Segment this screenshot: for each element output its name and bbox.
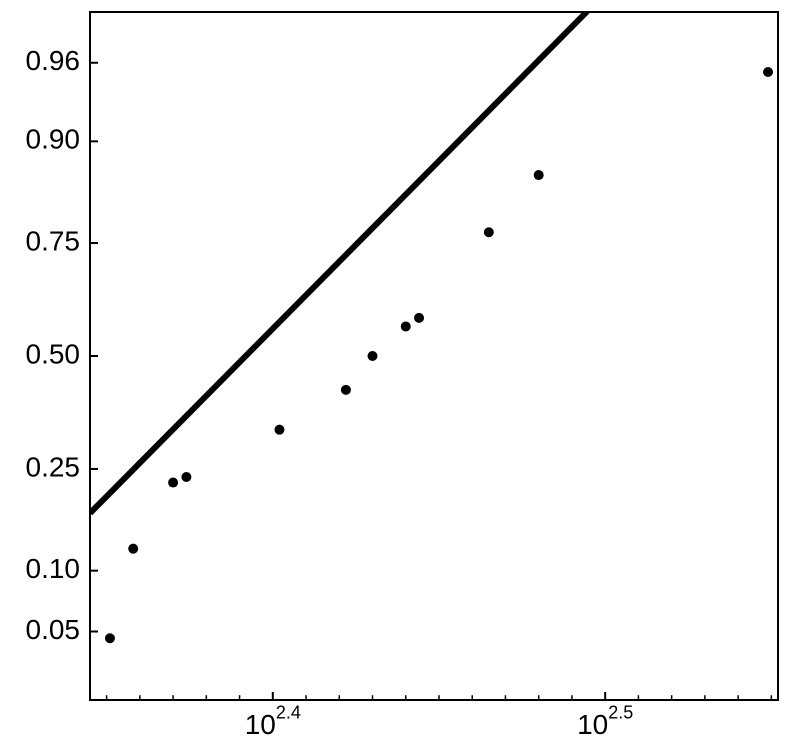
chart-container: 0.050.100.250.500.750.900.96102.4102.5 [0,0,798,751]
y-tick-label: 0.90 [26,124,81,155]
data-point [168,478,178,488]
y-tick-label: 0.96 [26,45,81,76]
data-point [274,425,284,435]
data-point [763,67,773,77]
data-point [484,227,494,237]
data-point [128,544,138,554]
data-point [181,472,191,482]
data-point [368,351,378,361]
chart-svg: 0.050.100.250.500.750.900.96102.4102.5 [0,0,798,751]
y-tick-label: 0.05 [26,614,81,645]
data-point [341,385,351,395]
y-tick-label: 0.10 [26,553,81,584]
data-point [414,313,424,323]
plot-background [0,0,798,751]
data-point [401,321,411,331]
data-point [105,633,115,643]
y-tick-label: 0.25 [26,451,81,482]
data-point [534,170,544,180]
y-tick-label: 0.50 [26,338,81,369]
y-tick-label: 0.75 [26,225,81,256]
